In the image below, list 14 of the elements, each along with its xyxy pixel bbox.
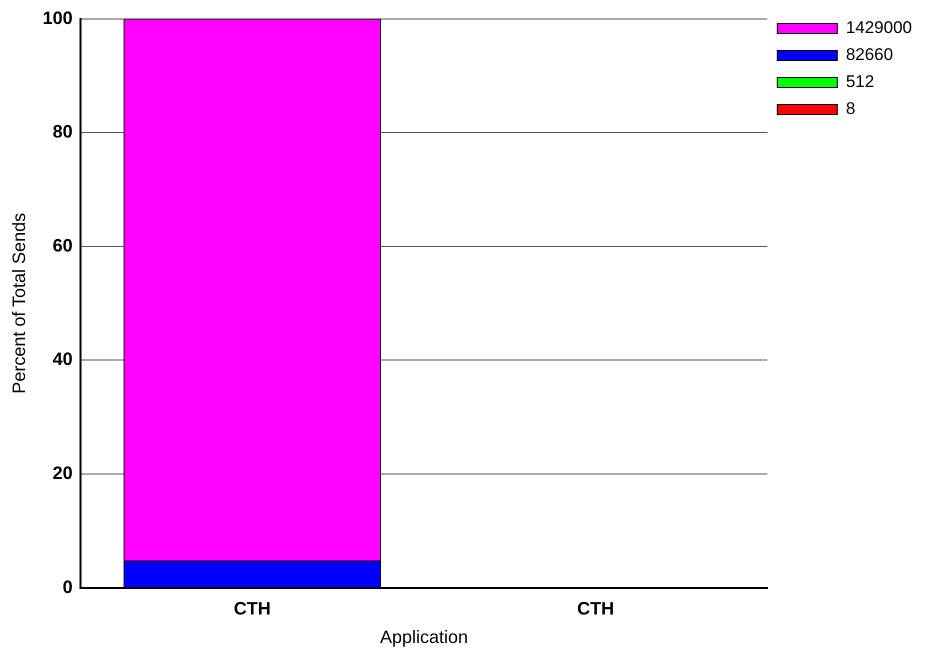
y-tick-label: 60: [52, 235, 73, 256]
legend-label: 8: [846, 99, 856, 118]
x-axis-title: Application: [380, 627, 468, 648]
legend-label: 1429000: [846, 18, 912, 38]
y-tick-label: 40: [52, 349, 73, 370]
y-tick-label: 100: [42, 8, 73, 28]
legend-label: 512: [846, 72, 874, 92]
legend-label: 82660: [846, 45, 894, 64]
y-tick-label: 0: [62, 576, 73, 597]
y-tick-label: 80: [52, 122, 73, 142]
x-tick-label: CTH: [577, 598, 614, 619]
y-axis-title: Percent of Total Sends: [8, 212, 29, 394]
y-tick-label: 20: [52, 462, 73, 483]
x-tick-label: CTH: [234, 598, 271, 619]
